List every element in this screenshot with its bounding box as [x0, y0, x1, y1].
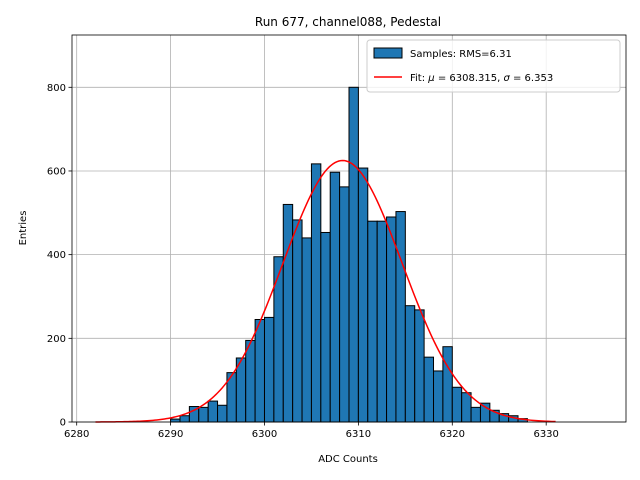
x-tick-label: 6290 — [158, 429, 183, 440]
histogram-bar — [404, 305, 416, 423]
y-tick-label: 200 — [47, 334, 66, 345]
y-axis-label: Entries — [18, 211, 29, 246]
x-axis-label: ADC Counts — [318, 454, 378, 465]
histogram-bar — [254, 318, 265, 423]
x-tick-label: 6300 — [252, 429, 277, 440]
histogram-bar — [461, 392, 472, 423]
histogram-bar — [282, 203, 294, 423]
histogram-bar — [207, 400, 219, 423]
fit-curve — [95, 159, 556, 423]
histogram-bar — [263, 316, 275, 423]
x-tick-label: 6330 — [533, 429, 558, 440]
legend-swatch-samples — [373, 47, 403, 59]
histogram-bar — [367, 220, 378, 423]
histogram-bar — [348, 86, 359, 423]
histogram-bar — [245, 339, 256, 423]
histogram-bar — [357, 167, 369, 423]
histogram-bar — [198, 406, 209, 423]
y-tick-label: 400 — [47, 250, 66, 261]
histogram-bar — [179, 415, 190, 423]
histogram-bar — [217, 404, 228, 423]
histogram-bar — [320, 231, 331, 423]
y-tick-label: 800 — [47, 83, 66, 94]
fit-curve-layer — [95, 159, 556, 423]
x-axis-ticks: 6280 6290 6300 6310 6320 6330 — [64, 422, 559, 440]
histogram-bar — [292, 219, 303, 423]
legend-label-samples: Samples: RMS=6.31 — [410, 49, 512, 60]
axes-frame — [71, 34, 627, 423]
legend-label-fit: Fit: μ = 6308.315, σ = 6.353 — [410, 73, 553, 84]
histogram-bar — [442, 346, 453, 423]
legend: Samples: RMS=6.31 Fit: μ = 6308.315, σ =… — [366, 39, 621, 93]
legend-fit-mu-symbol: μ — [427, 73, 434, 84]
x-tick-label: 6280 — [64, 429, 89, 440]
x-tick-label: 6310 — [346, 429, 371, 440]
histogram-bar — [310, 163, 322, 423]
y-tick-label: 600 — [47, 166, 66, 177]
histogram-bar — [329, 171, 341, 423]
histogram-bar — [433, 370, 444, 423]
legend-fit-sigma-value: = 6.353 — [510, 73, 553, 84]
histogram-bar — [170, 418, 181, 423]
legend-fit-prefix: Fit: — [410, 73, 428, 84]
histogram-bar — [301, 237, 312, 423]
y-tick-label: 0 — [60, 418, 66, 429]
chart-title: Run 677, channel088, Pedestal — [255, 15, 441, 29]
legend-fit-sigma-symbol: σ — [503, 73, 510, 84]
histogram-bar — [386, 216, 397, 423]
histogram-bar — [414, 309, 425, 423]
legend-frame — [366, 39, 621, 93]
histogram-bar — [376, 220, 388, 423]
histogram-bar — [470, 406, 481, 423]
histogram-bar — [339, 186, 350, 423]
histogram-bar — [479, 402, 491, 423]
histogram-bar — [423, 356, 435, 423]
y-axis-ticks: 0 200 400 600 800 — [47, 83, 72, 429]
histogram-bar — [451, 386, 463, 423]
legend-fit-mu-value: = 6308.315, — [435, 73, 504, 84]
histogram-bar — [395, 211, 406, 423]
x-tick-label: 6320 — [440, 429, 465, 440]
